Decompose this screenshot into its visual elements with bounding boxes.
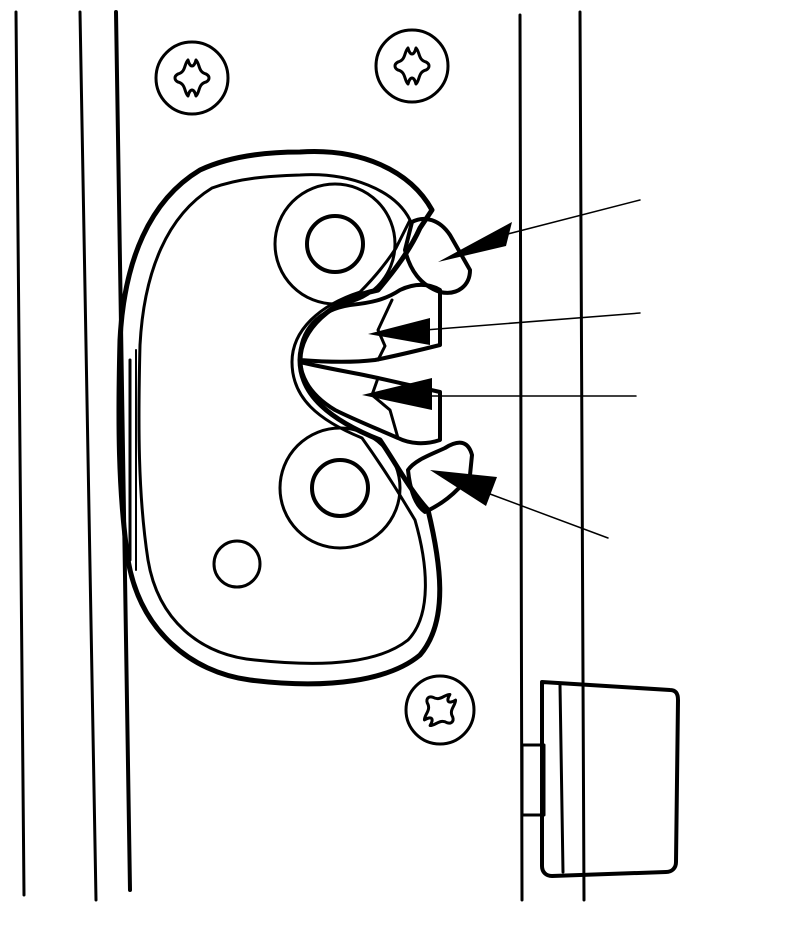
frame-edge-line xyxy=(14,10,26,897)
catch-jaw xyxy=(298,216,474,514)
frame-edge-line xyxy=(78,10,98,902)
latch-plate-inner xyxy=(137,173,427,665)
callout-arrow-4 xyxy=(430,470,609,539)
upper-rivet xyxy=(273,182,397,306)
callout-arrow-3 xyxy=(362,378,637,410)
frame-lines xyxy=(14,10,586,902)
arrow-head-icon xyxy=(368,318,430,345)
callout-arrows xyxy=(362,199,641,539)
small-hole xyxy=(212,539,262,589)
lower-tooth xyxy=(406,440,474,514)
striker-block xyxy=(520,680,680,878)
latch-plate-outer xyxy=(116,149,443,687)
arrow-head-icon xyxy=(430,470,497,506)
lower-rivet xyxy=(278,426,402,550)
arrow-head-icon xyxy=(438,222,512,262)
callout-arrow-2 xyxy=(368,312,641,345)
latch-plate xyxy=(116,149,443,687)
frame-edge-line xyxy=(114,10,132,892)
frame-edge-line xyxy=(578,10,586,902)
arrow-head-icon xyxy=(362,378,432,410)
screw-icon xyxy=(154,40,230,116)
screw-icon xyxy=(374,28,450,104)
upper-tooth xyxy=(403,216,472,295)
callout-arrow-1 xyxy=(438,199,641,262)
screw-icon xyxy=(404,674,476,746)
